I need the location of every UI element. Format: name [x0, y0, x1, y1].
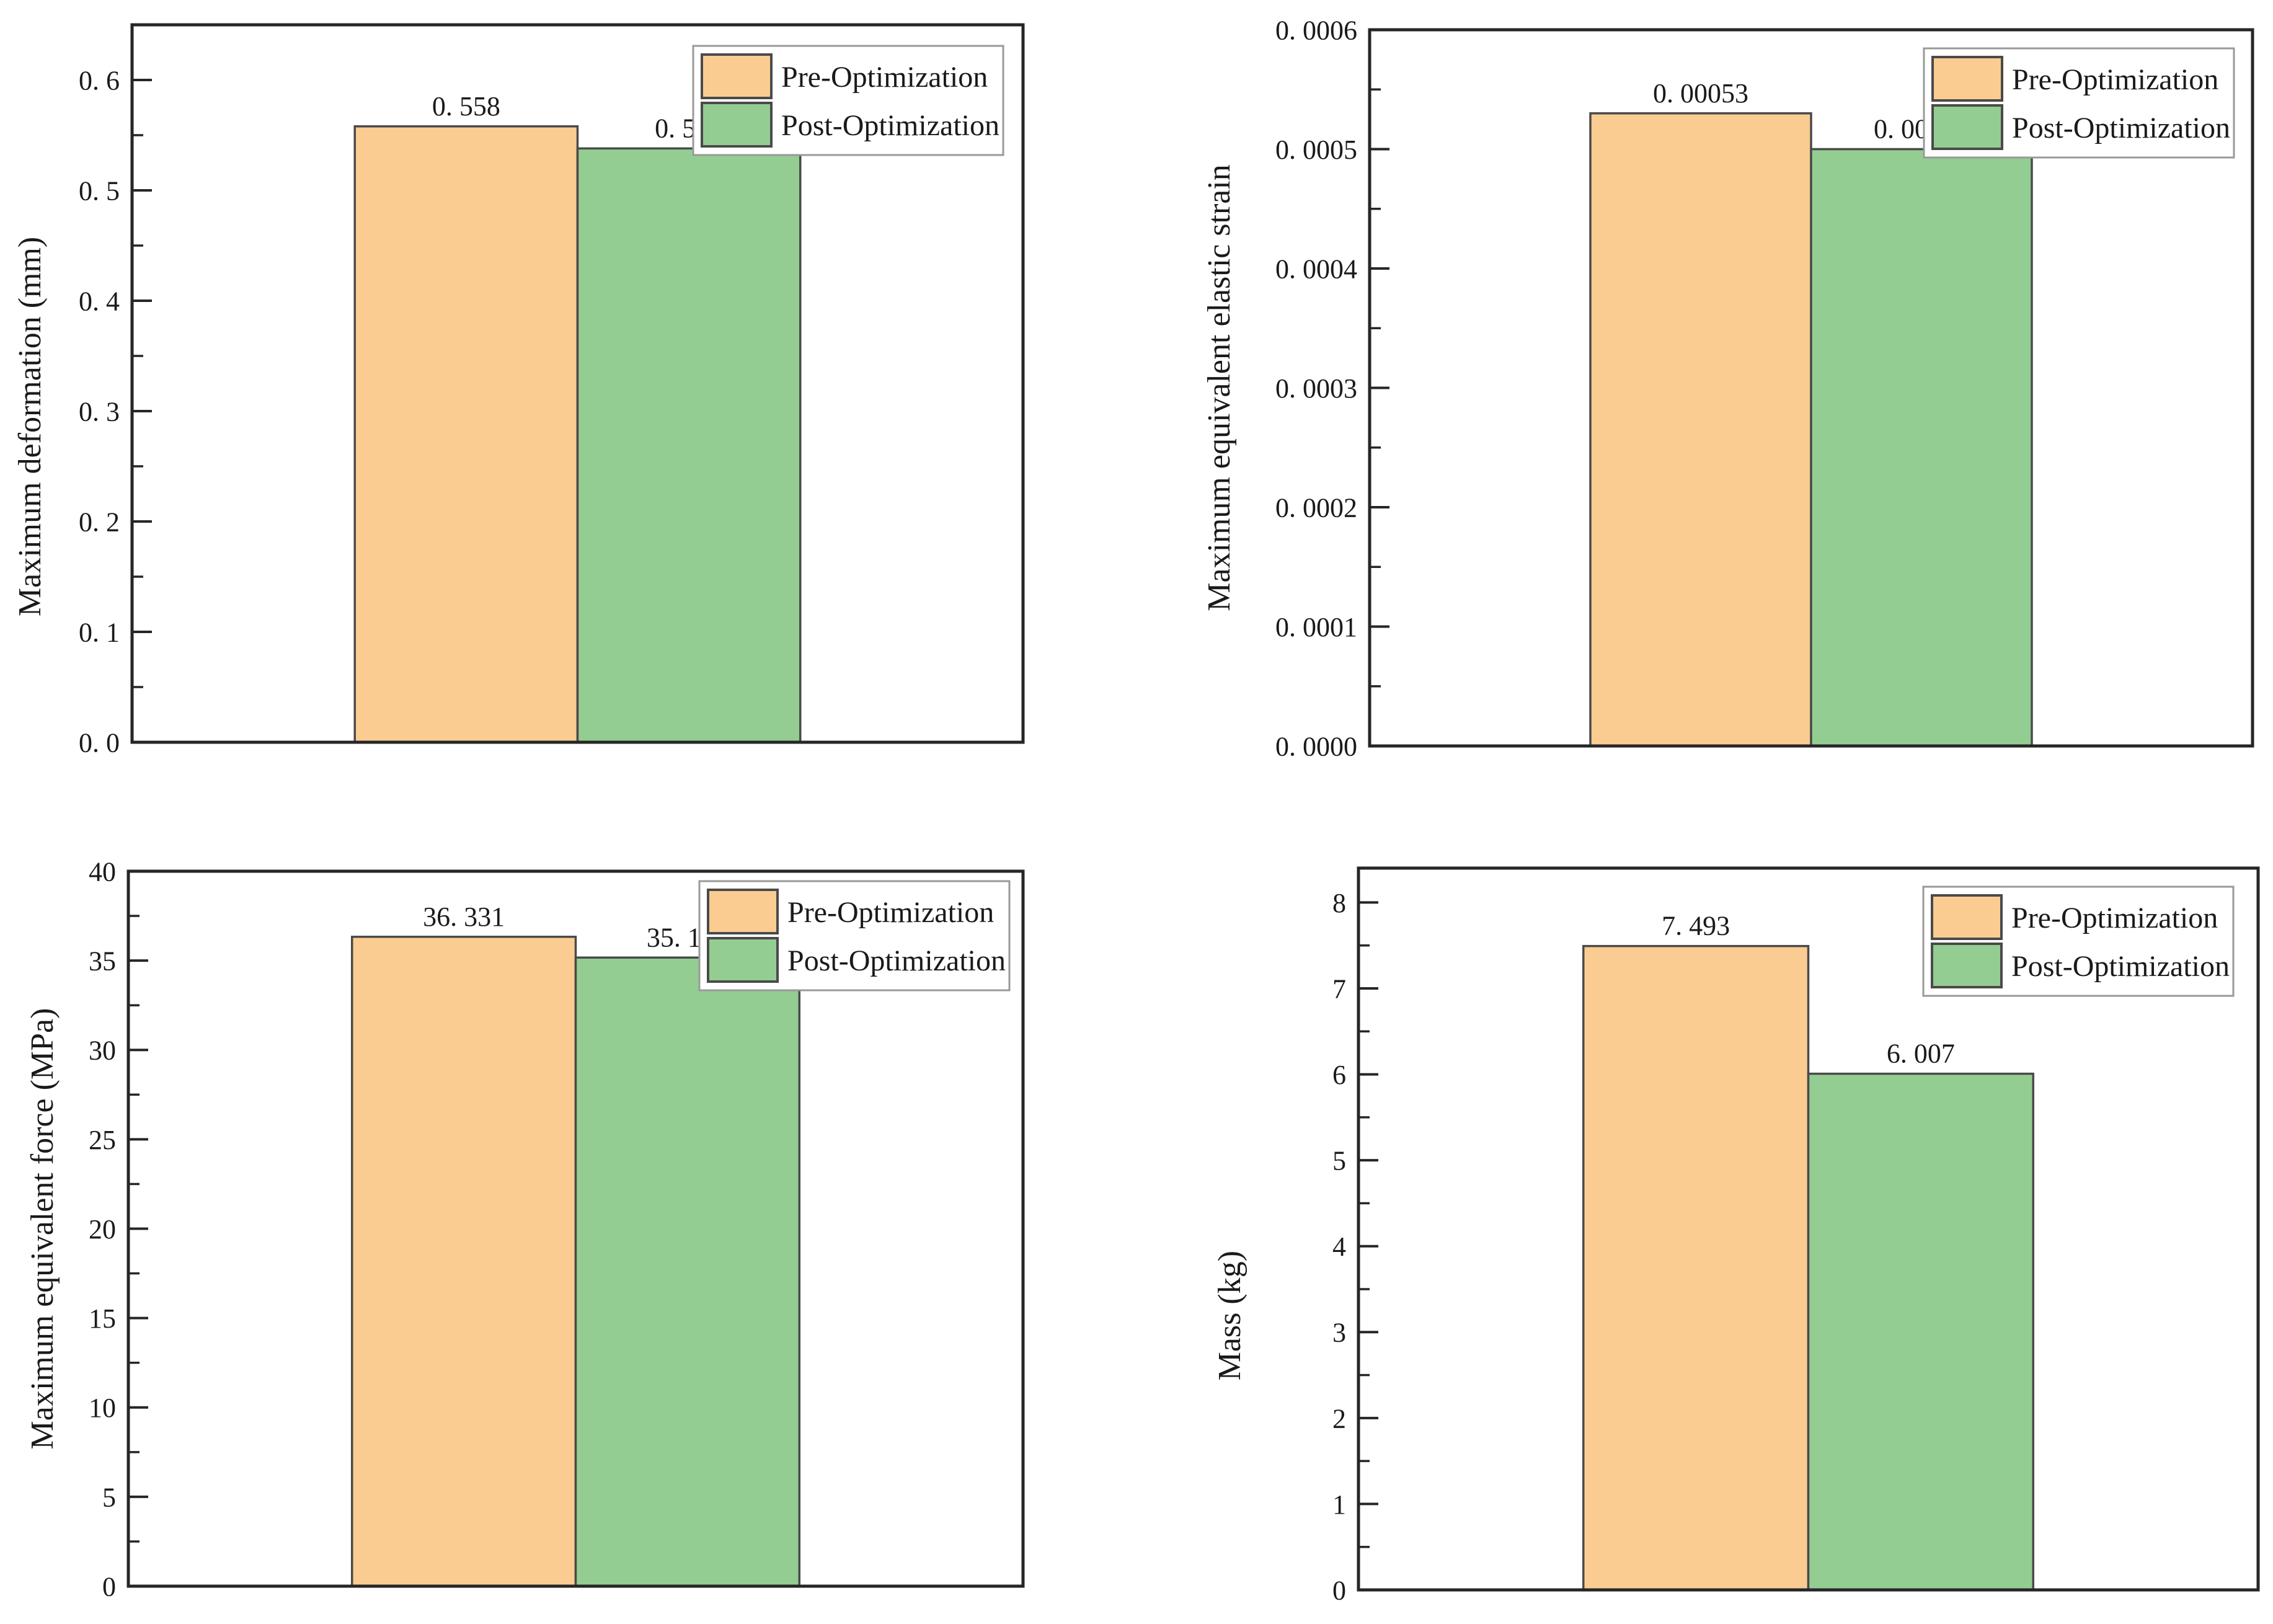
y-axis-title: Maximum equivalent elastic strain	[1202, 164, 1237, 611]
y-tick-label: 0. 6	[79, 65, 120, 95]
y-tick-label: 0. 5	[79, 175, 120, 206]
y-tick-label: 20	[89, 1214, 116, 1245]
y-tick-label: 0. 0006	[1275, 15, 1357, 45]
plot-box	[126, 869, 1025, 1588]
y-axis-title: Mass (kg)	[1212, 1251, 1247, 1380]
y-tick-label: 0. 0005	[1275, 135, 1357, 165]
chart-svg-mass: 7. 493 6. 007 0 1 2 3 4 5 6 7 8 Mass (kg) Pre-Optimi…	[1212, 866, 2260, 1605]
legend-swatch-post-optimization	[701, 102, 773, 148]
bar-post-optimization	[574, 956, 800, 1587]
legend-swatch-pre-optimization	[1931, 894, 2003, 940]
bar-pre-optimization	[1582, 944, 1810, 1591]
legend-label-post-optimization: Post-Optimization	[787, 944, 1006, 977]
y-tick-label: 30	[89, 1036, 116, 1066]
legend-swatch-post-optimization	[707, 937, 779, 983]
bar-value-label: 0. 00053	[1653, 78, 1748, 109]
legend-swatch-pre-optimization	[701, 53, 773, 99]
legend-label-pre-optimization: Pre-Optimization	[2012, 63, 2218, 96]
bar-pre-optimization	[353, 125, 579, 743]
y-tick-label: 0	[102, 1571, 116, 1602]
bar-post-optimization	[1807, 1072, 2034, 1591]
y-tick-label: 7	[1332, 974, 1346, 1004]
y-tick-label: 1	[1332, 1489, 1346, 1520]
y-tick-label: 5	[102, 1482, 116, 1512]
bar-value-label: 0. 558	[432, 91, 500, 122]
y-tick-label: 8	[1332, 888, 1346, 918]
plot-box	[1368, 28, 2254, 748]
bar-pre-optimization	[351, 936, 577, 1587]
y-tick-label: 35	[89, 946, 116, 977]
chart-mass: 7. 493 6. 007 0 1 2 3 4 5 6 7 8 Mass (kg) Pre-Optimi…	[1136, 812, 2273, 1624]
y-tick-label: 0. 3	[79, 396, 120, 427]
y-tick-label: 0. 0001	[1275, 612, 1357, 642]
plot-box	[1357, 866, 2260, 1592]
y-tick-label: 40	[89, 856, 116, 887]
bar-value-label: 36. 331	[423, 902, 505, 932]
y-tick-label: 0. 0004	[1275, 254, 1357, 284]
chart-maximum-deformation: 0. 558 0. 538 0. 0 0. 1 0. 2 0. 3 0. 4 0. 5 0. 6…	[0, 0, 1136, 812]
y-tick-label: 4	[1332, 1231, 1346, 1262]
chart-maximum-equivalent-force: 36. 331 35. 169 0 5 10 15 20 25 30 35 40 Maximum eq…	[0, 812, 1136, 1624]
y-tick-label: 10	[89, 1393, 116, 1423]
y-tick-label: 2	[1332, 1403, 1346, 1434]
y-tick-label: 0. 0000	[1275, 731, 1357, 761]
bar-value-label: 7. 493	[1662, 911, 1730, 941]
y-tick-label: 15	[89, 1303, 116, 1334]
legend-label-pre-optimization: Pre-Optimization	[787, 896, 994, 929]
plot-box	[130, 23, 1025, 744]
chart-maximum-equivalent-elastic-strain: 0. 00053 0. 00050 0. 0000 0. 0001 0. 0002 0. …	[1136, 0, 2273, 812]
legend-label-pre-optimization: Pre-Optimization	[2011, 902, 2218, 934]
y-tick-label: 3	[1332, 1318, 1346, 1348]
y-tick-label: 0. 2	[79, 507, 120, 537]
legend-label-pre-optimization: Pre-Optimization	[781, 61, 988, 94]
legend-label-post-optimization: Post-Optimization	[781, 109, 999, 142]
y-tick-label: 5	[1332, 1146, 1346, 1176]
bar-value-label: 6. 007	[1887, 1039, 1955, 1069]
legend-label-post-optimization: Post-Optimization	[2011, 950, 2230, 983]
y-tick-label: 0. 0002	[1275, 492, 1357, 523]
bar-pre-optimization	[1589, 112, 1812, 747]
y-tick-label: 0	[1332, 1575, 1346, 1605]
y-axis-title: Maximum equivalent force (MPa)	[25, 1008, 60, 1450]
y-tick-label: 6	[1332, 1060, 1346, 1090]
legend-label-post-optimization: Post-Optimization	[2012, 112, 2230, 144]
y-tick-label: 0. 1	[79, 617, 120, 647]
legend-swatch-post-optimization	[1931, 943, 2003, 988]
y-tick-label: 0. 4	[79, 286, 120, 316]
y-tick-label: 25	[89, 1125, 116, 1155]
legend-swatch-pre-optimization	[1931, 56, 2003, 102]
legend-swatch-post-optimization	[1931, 104, 2003, 150]
y-tick-label: 0. 0	[79, 727, 120, 758]
y-axis-title: Maximum deformation (mm)	[12, 237, 48, 616]
y-tick-label: 0. 0003	[1275, 373, 1357, 404]
bar-post-optimization	[576, 147, 802, 743]
bar-post-optimization	[1810, 148, 2033, 747]
legend-swatch-pre-optimization	[707, 889, 779, 934]
